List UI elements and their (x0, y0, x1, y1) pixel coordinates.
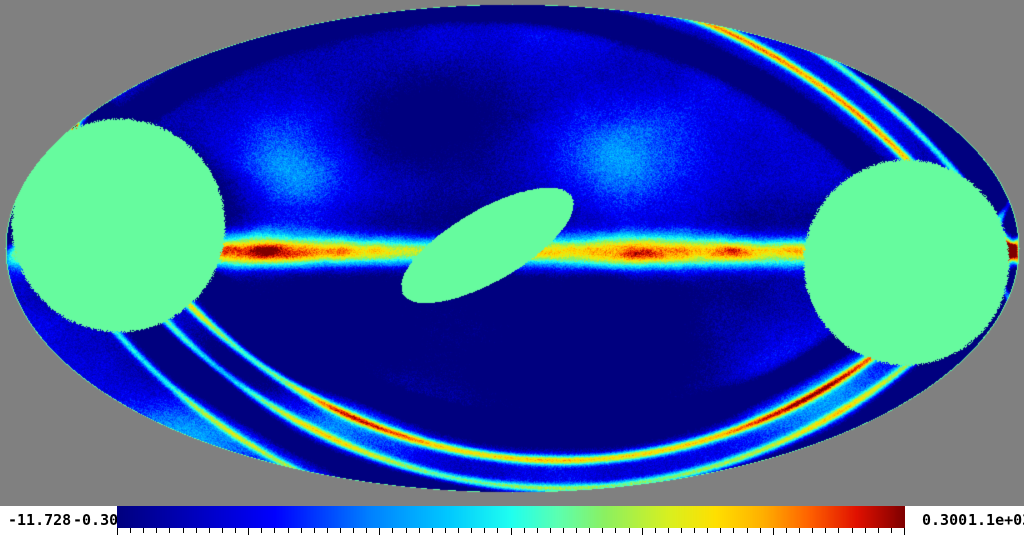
colorbar-tick (852, 528, 853, 533)
colorbar-tick (353, 528, 354, 533)
colorbar-tick (904, 528, 905, 535)
colorbar-tick (196, 528, 197, 533)
colorbar-ticks (117, 528, 905, 535)
colorbar-tick (838, 528, 839, 533)
colorbar-tick (812, 528, 813, 533)
colorbar-tick (183, 528, 184, 533)
colorbar-tick (248, 528, 249, 535)
colorbar-tick (117, 528, 118, 535)
colorbar-tick (668, 528, 669, 533)
colorbar-tick (878, 528, 879, 533)
colorbar-tick (432, 528, 433, 533)
colorbar-tick (786, 528, 787, 533)
colorbar-tick (550, 528, 551, 533)
colorbar-tick (327, 528, 328, 533)
colorbar-tick (629, 528, 630, 533)
colorbar-tick (760, 528, 761, 533)
colorbar-tick (209, 528, 210, 533)
colorbar-tick (707, 528, 708, 533)
colorbar-tick (615, 528, 616, 533)
colorbar-tick (720, 528, 721, 533)
colorbar-tick (576, 528, 577, 533)
colorbar-tick (419, 528, 420, 533)
colorbar-tick (156, 528, 157, 533)
colorbar-tick (314, 528, 315, 533)
colorbar-gradient (117, 506, 905, 528)
colorbar-tick (222, 528, 223, 533)
colorbar-tick (340, 528, 341, 533)
colorbar-tick (274, 528, 275, 533)
colorbar-tick (169, 528, 170, 533)
colorbar-tick (406, 528, 407, 533)
colorbar-low-threshold-label: -0.300 (73, 511, 128, 529)
colorbar-tick (563, 528, 564, 533)
colorbar-tick (681, 528, 682, 533)
mollweide-map-area (0, 0, 1024, 498)
colorbar-tick (747, 528, 748, 533)
colorbar-tick (484, 528, 485, 533)
colorbar-tick (865, 528, 866, 533)
colorbar-tick (301, 528, 302, 533)
colorbar-tick (366, 528, 367, 533)
colorbar-max-label: 1.1e+03 (968, 511, 1024, 529)
colorbar-tick (235, 528, 236, 533)
colorbar-tick (130, 528, 131, 533)
colorbar-tick (655, 528, 656, 533)
colorbar-tick (602, 528, 603, 533)
colorbar-tick (511, 528, 512, 535)
colorbar-tick (891, 528, 892, 533)
colorbar-tick (825, 528, 826, 533)
colorbar-tick (694, 528, 695, 533)
colorbar-min-label: -11.728 (8, 511, 72, 529)
colorbar-tick (379, 528, 380, 535)
colorbar-tick (288, 528, 289, 533)
colorbar-tick (642, 528, 643, 535)
colorbar-tick (458, 528, 459, 533)
colorbar-tick (799, 528, 800, 533)
colorbar-tick (497, 528, 498, 533)
colorbar-panel: -11.728 -0.300 0.300 1.1e+03 (0, 506, 1024, 535)
colorbar-tick (445, 528, 446, 533)
colorbar-tick (143, 528, 144, 533)
colorbar-tick (524, 528, 525, 533)
colorbar (117, 506, 905, 535)
colorbar-tick (589, 528, 590, 533)
colorbar-tick (471, 528, 472, 533)
colorbar-high-threshold-label: 0.300 (922, 511, 968, 529)
colorbar-tick (537, 528, 538, 533)
colorbar-tick (392, 528, 393, 533)
colorbar-tick (261, 528, 262, 533)
all-sky-heatmap-canvas (0, 0, 1024, 498)
colorbar-tick (773, 528, 774, 535)
colorbar-tick (733, 528, 734, 533)
